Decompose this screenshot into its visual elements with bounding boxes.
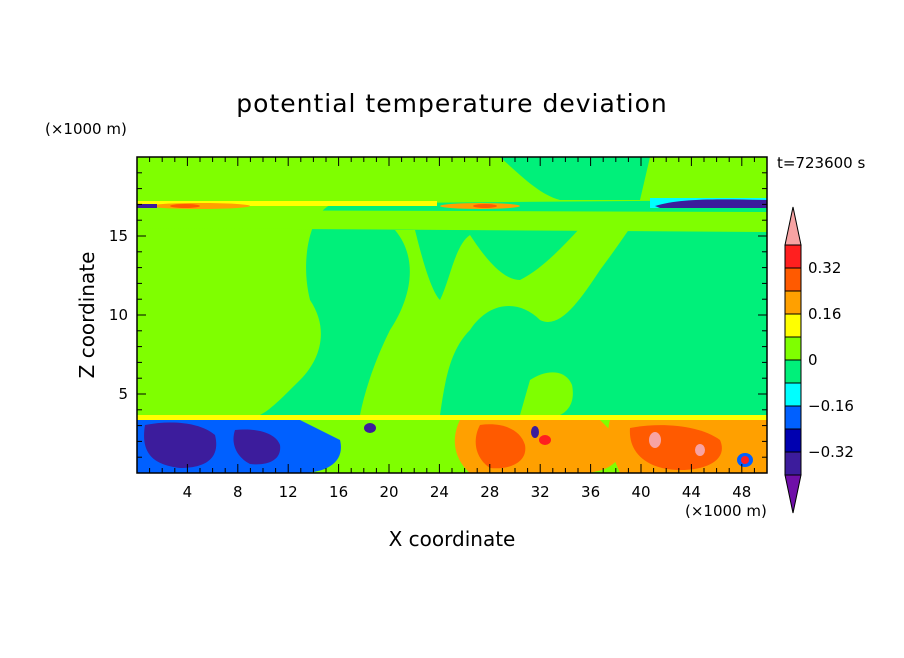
boundary-line: [137, 415, 767, 420]
y-unit-label: (×1000 m): [45, 120, 127, 138]
colorbar-label: −0.32: [808, 443, 854, 461]
x-tick-label: 32: [531, 483, 550, 501]
x-tick-label: 20: [379, 483, 398, 501]
upper-positive-region: [137, 157, 767, 205]
x-tick-label: 44: [682, 483, 701, 501]
colorbar-label: 0: [808, 351, 818, 369]
colorbar-bottom-arrow: [784, 474, 802, 514]
x-axis-label: X coordinate: [389, 527, 516, 551]
upper-band-cold: [655, 199, 767, 208]
colorbar-label: −0.16: [808, 397, 854, 415]
colorbar-segment: [784, 451, 802, 476]
lower-hot-spot-1: [741, 456, 749, 464]
lower-cold-core-left-2: [233, 429, 281, 465]
left-positive-region: [137, 205, 330, 415]
colorbar-segment: [784, 267, 802, 292]
lower-cold-spot-1: [364, 423, 376, 433]
lower-cold-core-left: [144, 422, 217, 468]
x-tick-label: 16: [329, 483, 348, 501]
lower-hot-center: [475, 424, 526, 469]
x-tick-label: 12: [279, 483, 298, 501]
y-tick-label: 15: [109, 227, 128, 245]
upper-band-yellow: [137, 201, 437, 206]
lower-hot-spot-2: [539, 435, 551, 445]
upper-band-positive: [137, 210, 767, 232]
colorbar-segment: [784, 382, 802, 407]
colorbar-label: 0.16: [808, 305, 841, 323]
x-tick-label: 40: [631, 483, 650, 501]
y-tick-label: 10: [109, 306, 128, 324]
upper-band-left-cold: [137, 204, 157, 208]
y-axis-label: Z coordinate: [75, 252, 99, 379]
colorbar-segment: [784, 244, 802, 269]
time-label: t=723600 s: [777, 154, 865, 172]
lower-peak-2: [695, 444, 705, 456]
colorbar-top-arrow: [784, 206, 802, 246]
x-tick-label: 8: [233, 483, 243, 501]
colorbar-label: 0.32: [808, 259, 841, 277]
colorbar-segment: [784, 336, 802, 361]
colorbar: 0.32 0.16 0 −0.16 −0.32: [784, 206, 854, 514]
x-tick-label: 28: [480, 483, 499, 501]
colorbar-segment: [784, 428, 802, 453]
colorbar-segment: [784, 359, 802, 384]
x-tick-label: 48: [732, 483, 751, 501]
colorbar-segment: [784, 405, 802, 430]
heatmap-field: [137, 157, 767, 473]
right-positive-region: [520, 372, 573, 415]
y-tick-label: 5: [118, 385, 128, 403]
colorbar-segment: [784, 313, 802, 338]
chart-title: potential temperature deviation: [236, 89, 667, 118]
upper-band-hot-2: [473, 204, 497, 208]
lower-cold-spot-2: [531, 426, 539, 438]
lower-peak-1: [649, 432, 661, 448]
x-tick-label: 36: [581, 483, 600, 501]
colorbar-segment: [784, 290, 802, 315]
x-unit-label: (×1000 m): [685, 502, 767, 520]
x-tick-label: 4: [183, 483, 193, 501]
upper-band-hot-1: [170, 204, 200, 208]
x-tick-label: 24: [430, 483, 449, 501]
middle-positive-region: [360, 228, 630, 415]
